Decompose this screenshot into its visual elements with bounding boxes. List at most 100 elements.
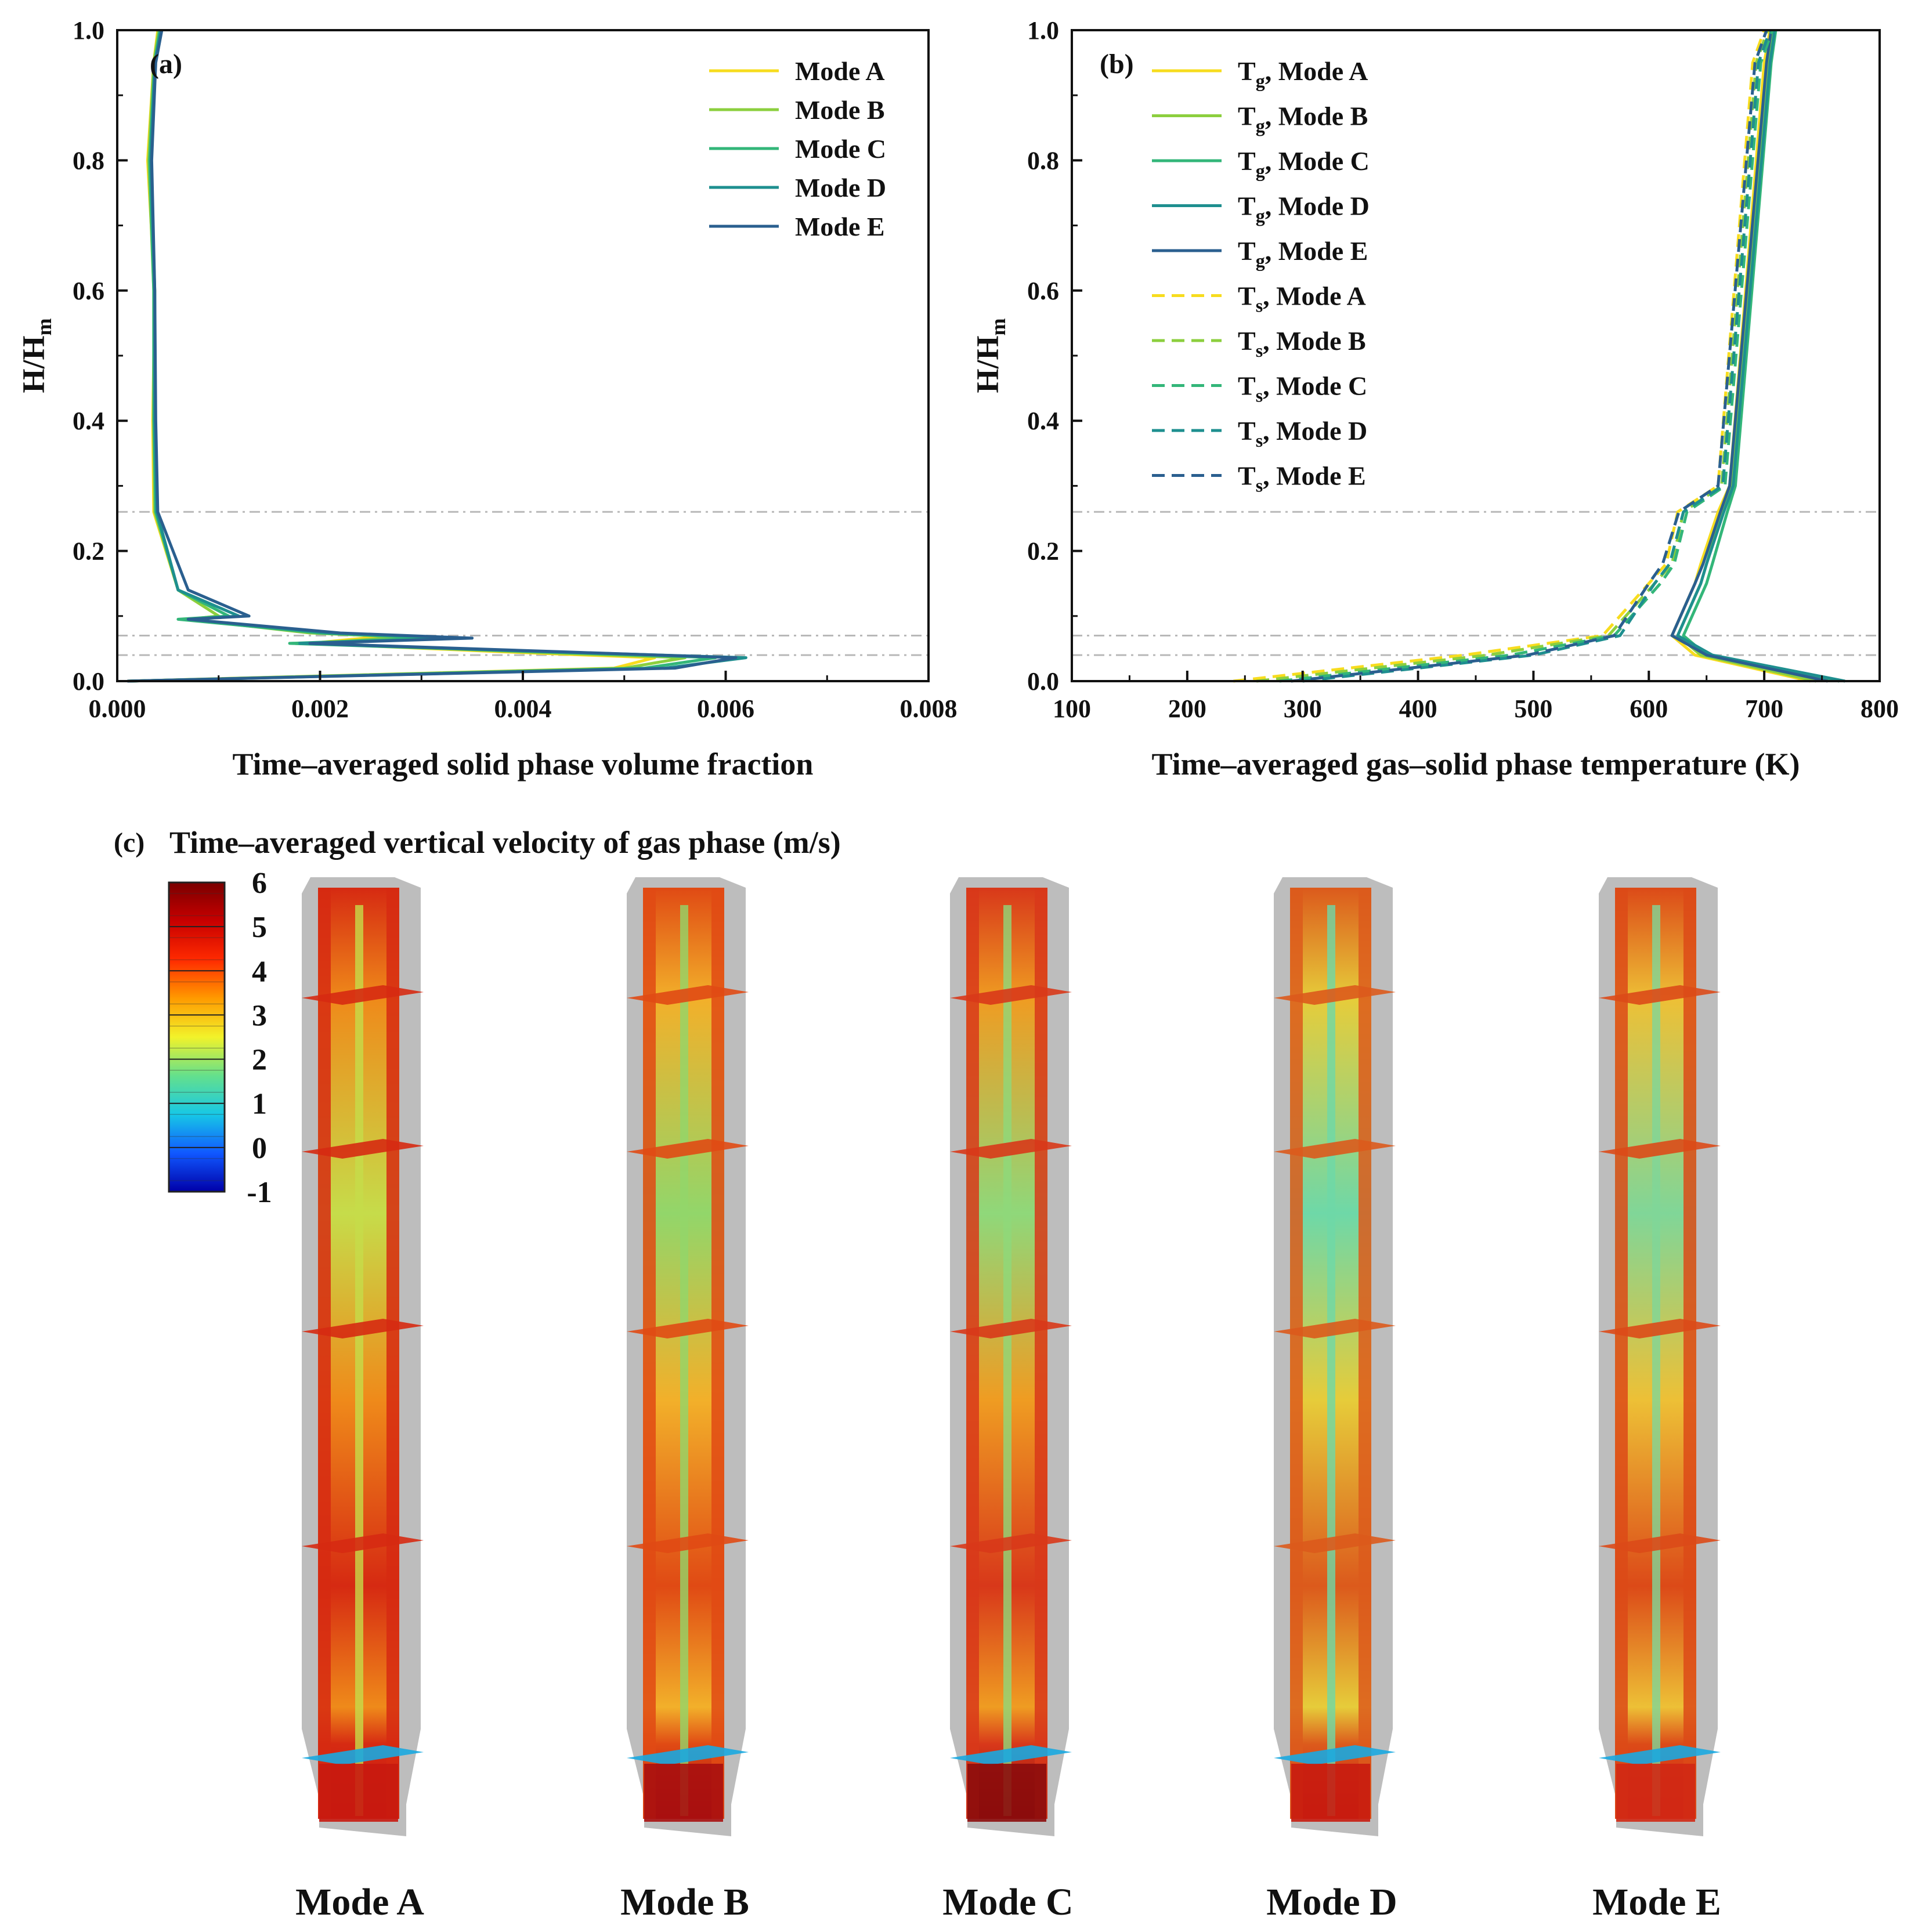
inlet-region <box>1291 1764 1370 1822</box>
center-plane <box>355 905 363 1816</box>
legend-sub: s <box>1256 475 1263 496</box>
panel-b-label: (b) <box>1100 49 1134 79</box>
x-axis-label: Time–averaged solid phase volume fractio… <box>233 747 814 782</box>
series-line-ts-mode-b <box>1256 30 1769 683</box>
colorbar-tick-label: 5 <box>252 911 267 944</box>
slice-plane <box>627 1745 749 1765</box>
inlet-region <box>319 1764 398 1822</box>
legend-sub: g <box>1256 115 1265 136</box>
series-line-mode-e <box>127 30 738 683</box>
series-group <box>127 30 747 683</box>
slice-plane <box>1274 1533 1396 1553</box>
series-line-mode-a <box>127 30 656 683</box>
slice-plane <box>1274 1745 1396 1765</box>
mode-label: Mode D <box>1266 1881 1397 1923</box>
y-tick-label: 0.6 <box>1027 277 1059 305</box>
wall-jet-left <box>318 888 331 1819</box>
reference-lines <box>117 511 929 656</box>
y-axis-label-sub: m <box>987 318 1010 335</box>
wall-jet-left <box>643 888 656 1819</box>
y-axis-label: H/Hm <box>970 318 1010 393</box>
legend-label: Ts, Mode A <box>1238 281 1366 316</box>
x-tick-label: 300 <box>1284 694 1322 723</box>
wall-jet-right <box>1683 888 1696 1819</box>
legend-mode: , Mode A <box>1265 56 1368 86</box>
legend-label: Mode B <box>795 95 885 125</box>
contour-column-mode-b: Mode B <box>620 877 749 1923</box>
legend-label: Mode A <box>795 56 885 86</box>
series-line-tg-mode-a <box>1670 30 1811 683</box>
y-tick-label: 1.0 <box>1027 16 1059 45</box>
x-tick-label: 700 <box>1745 694 1783 723</box>
y-tick-label: 0.8 <box>73 146 104 175</box>
legend-label: Mode C <box>795 134 886 164</box>
y-tick-label: 0.8 <box>1027 146 1059 175</box>
x-tick-label: 0.006 <box>697 694 754 723</box>
slice-plane <box>950 1319 1072 1338</box>
legend-label: Mode E <box>795 212 885 241</box>
inlet-region <box>967 1764 1046 1822</box>
legend-var: T <box>1238 281 1256 311</box>
slice-plane <box>302 985 424 1005</box>
colorbar-tick-label: 0 <box>252 1132 267 1165</box>
legend-mode: , Mode E <box>1265 236 1368 266</box>
series-line-ts-mode-d <box>1302 30 1772 683</box>
legend-label: Ts, Mode C <box>1238 371 1367 406</box>
legend-mode: , Mode C <box>1265 146 1370 176</box>
panel-c-label: (c) <box>114 827 144 858</box>
wall-jet-left <box>1290 888 1303 1819</box>
legend-sub: g <box>1256 160 1265 181</box>
y-axis-label: H/Hm <box>16 318 56 393</box>
y-axis-label-main: H/H <box>970 335 1005 393</box>
legend-label: Ts, Mode D <box>1238 416 1367 451</box>
panel-c-title: Time–averaged vertical velocity of gas p… <box>169 825 841 860</box>
colorbar-tick-label: -1 <box>247 1176 272 1209</box>
colorbar <box>168 881 226 1193</box>
legend-label: Tg, Mode B <box>1238 102 1368 136</box>
wall-jet-left <box>1615 888 1628 1819</box>
y-axis-ticks: 0.0 0.2 0.4 0.6 0.8 1.0 <box>73 16 128 696</box>
colorbar-tick-label: 4 <box>252 955 267 988</box>
x-tick-label: 200 <box>1168 694 1206 723</box>
slice-plane <box>627 1533 749 1553</box>
mode-label: Mode A <box>295 1881 424 1923</box>
slice-plane <box>627 985 749 1005</box>
legend-label: Tg, Mode C <box>1238 146 1370 181</box>
slice-plane <box>302 1745 424 1765</box>
slice-plane <box>950 1139 1072 1159</box>
legend-sub: s <box>1256 430 1263 451</box>
series-line-mode-d <box>127 30 747 683</box>
panel-a-label: (a) <box>150 49 182 79</box>
mode-label: Mode B <box>620 1881 749 1923</box>
slice-plane <box>1599 985 1721 1005</box>
legend-sub: g <box>1256 205 1265 226</box>
legend-label: Ts, Mode B <box>1238 326 1366 361</box>
legend: Mode A Mode B Mode C Mode D Mode E <box>709 56 886 241</box>
legend-mode: , Mode A <box>1263 281 1366 311</box>
series-line-tg-mode-d <box>1676 30 1845 683</box>
slice-plane <box>950 985 1072 1005</box>
legend-var: T <box>1238 146 1256 176</box>
colorbar-ticks: 6 5 4 3 2 1 0 -1 <box>169 867 272 1209</box>
y-axis-label-sub: m <box>32 318 56 335</box>
legend-label: Tg, Mode E <box>1238 236 1368 271</box>
y-axis-ticks: 0.0 0.2 0.4 0.6 0.8 1.0 <box>1027 16 1082 696</box>
contour-column-mode-d: Mode D <box>1266 877 1397 1923</box>
colorbar-tick-label: 6 <box>252 867 267 900</box>
wall-jet-right <box>1035 888 1047 1819</box>
series-group <box>1233 30 1845 683</box>
legend-var: T <box>1238 102 1256 131</box>
series-line-ts-mode-c <box>1279 30 1774 683</box>
slice-plane <box>1599 1745 1721 1765</box>
x-tick-label: 0.002 <box>291 694 349 723</box>
legend-var: T <box>1238 56 1256 86</box>
legend-mode: , Mode B <box>1265 102 1368 131</box>
series-line-mode-c <box>127 30 717 683</box>
x-tick-label: 800 <box>1860 694 1899 723</box>
wall-jet-right <box>711 888 724 1819</box>
slice-plane <box>1274 985 1396 1005</box>
y-tick-label: 0.0 <box>73 667 104 696</box>
inlet-region <box>1616 1764 1695 1822</box>
series-line-mode-b <box>127 30 687 683</box>
